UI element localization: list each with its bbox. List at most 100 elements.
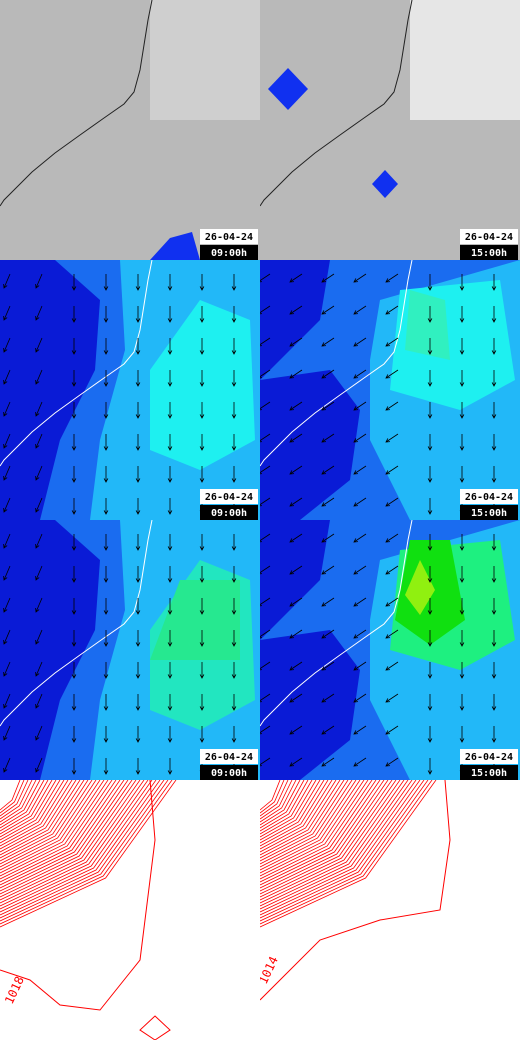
wind-arrow xyxy=(103,566,109,583)
wind-arrow xyxy=(353,497,367,507)
wind-arrow xyxy=(35,433,43,449)
isobar xyxy=(260,780,377,883)
isobar xyxy=(260,780,317,838)
isobar xyxy=(0,780,61,841)
wind-arrow xyxy=(459,338,465,355)
wind-arrow xyxy=(459,466,465,483)
wind-arrow xyxy=(3,273,11,289)
wind-arrow xyxy=(231,370,237,387)
wind-arrow xyxy=(491,630,497,647)
isobar xyxy=(260,780,425,919)
isobar xyxy=(0,780,65,844)
wind-arrow xyxy=(385,597,399,607)
wind-arrow xyxy=(35,725,43,741)
background xyxy=(260,780,520,1040)
wind-arrow xyxy=(353,629,367,639)
timestamp: 26-04-24 15:00h xyxy=(460,749,518,780)
isobar xyxy=(0,780,101,871)
wind-arrow xyxy=(353,661,367,671)
wind-arrow xyxy=(289,497,303,507)
time-box xyxy=(460,505,518,520)
wind-arrow xyxy=(3,693,11,709)
isobar xyxy=(0,780,145,904)
wind-arrow xyxy=(3,597,11,613)
date-label: 26-04-24 xyxy=(465,232,513,243)
wind-arrow xyxy=(103,726,109,743)
wind-arrow xyxy=(167,402,173,419)
wind-arrow xyxy=(353,757,367,767)
isobar xyxy=(0,780,125,889)
time-label: 09:00h xyxy=(211,768,247,779)
precip xyxy=(372,170,398,198)
wind-arrow xyxy=(199,466,205,483)
isobar xyxy=(0,780,73,850)
wind-arrow xyxy=(427,758,433,775)
field xyxy=(150,580,240,660)
wind-arrow xyxy=(71,758,77,775)
wind-arrow xyxy=(199,694,205,711)
wind-arrow xyxy=(231,598,237,615)
wind-arrow xyxy=(491,274,497,291)
wind-arrow xyxy=(385,273,399,283)
isobar xyxy=(0,780,89,862)
isobar xyxy=(260,780,357,868)
isobar xyxy=(260,780,305,829)
isobar xyxy=(260,780,361,871)
wind-arrow xyxy=(260,465,271,475)
wind-arrow xyxy=(167,694,173,711)
field xyxy=(405,560,435,615)
isobar xyxy=(260,780,301,826)
wind-arrow xyxy=(260,629,271,639)
coastline xyxy=(260,520,413,727)
wind-arrow xyxy=(260,565,271,575)
wind-arrow xyxy=(491,726,497,743)
wind-arrow xyxy=(199,662,205,679)
wind-arrow xyxy=(35,305,43,321)
isobar xyxy=(260,780,373,880)
wind-arrow xyxy=(135,338,141,355)
wind-arrow xyxy=(427,274,433,291)
wind-arrow xyxy=(260,305,271,315)
isobar xyxy=(260,780,417,913)
wind-arrow xyxy=(167,370,173,387)
wind-arrow xyxy=(103,402,109,419)
wind-arrow xyxy=(135,534,141,551)
wind-arrow xyxy=(71,274,77,291)
wind-arrow xyxy=(321,369,335,379)
wind-arrow xyxy=(135,370,141,387)
wind-arrow xyxy=(459,566,465,583)
date-label: 26-04-24 xyxy=(205,752,253,763)
isobar xyxy=(0,780,161,916)
wind-arrow xyxy=(459,534,465,551)
isobar xyxy=(260,780,429,922)
wind-arrow xyxy=(167,662,173,679)
wind-arrow xyxy=(459,630,465,647)
wind-arrow xyxy=(289,273,303,283)
isobar xyxy=(0,780,85,859)
wind-arrow xyxy=(321,661,335,671)
wind-arrow xyxy=(231,402,237,419)
isobar xyxy=(260,780,365,874)
date-label: 26-04-24 xyxy=(465,492,513,503)
date-box xyxy=(200,229,258,244)
coastline xyxy=(260,260,413,467)
wind-arrow xyxy=(427,694,433,711)
isobar xyxy=(260,780,345,859)
wind-arrow xyxy=(199,726,205,743)
wind-arrow xyxy=(353,725,367,735)
wind-arrow xyxy=(427,498,433,515)
wind-arrow xyxy=(135,598,141,615)
wind-arrow xyxy=(289,757,303,767)
coastline xyxy=(0,0,153,207)
wind-arrow xyxy=(260,273,271,283)
wind-arrow xyxy=(3,465,11,481)
wind-arrow xyxy=(135,758,141,775)
wind-arrow xyxy=(3,337,11,353)
wind-arrow xyxy=(103,434,109,451)
isobar xyxy=(0,780,105,874)
wind-arrow xyxy=(199,370,205,387)
wind-arrow xyxy=(103,630,109,647)
isobar xyxy=(260,780,421,916)
wind-arrow xyxy=(321,533,335,543)
